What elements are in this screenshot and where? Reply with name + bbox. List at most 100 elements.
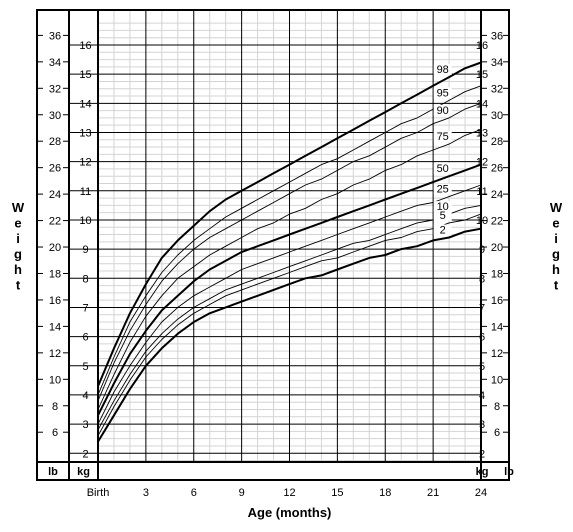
kg-tick-label: 8 [82,273,88,285]
lb-tick-label: 30 [491,110,503,122]
kg-tick-label: 4 [82,390,88,402]
kg-tick-label: 4 [479,390,485,402]
kg-tick-label: 3 [82,419,88,431]
percentile-curve-95 [97,85,482,396]
lb-unit-label: lb [48,466,58,478]
y-axis-title-right: e [552,216,559,231]
chart-frame [36,9,510,481]
kg-tick-label: 15 [476,69,488,81]
kg-tick-label: 16 [476,40,488,52]
kg-tick-label: 7 [82,302,88,314]
kg-tick-label: 10 [79,215,91,227]
lb-tick-label: 28 [49,136,61,148]
kg-tick-label: 12 [476,157,488,169]
percentile-curve-75 [97,129,482,410]
kg-tick-label: 13 [79,127,91,139]
kg-tick-label: 5 [479,361,485,373]
lb-tick-label: 36 [491,30,503,42]
kg-tick-label: 5 [82,361,88,373]
lb-tick-label: 32 [49,83,61,95]
percentile-label-bg [433,163,452,175]
kg-tick-label: 6 [82,332,88,344]
percentile-label-50: 50 [437,163,449,175]
x-tick-label: 18 [379,487,391,499]
percentile-curve-2 [97,227,482,443]
lb-tick-label: 14 [49,321,61,333]
kg-tick-label: 13 [476,127,488,139]
lb-tick-label: 16 [49,295,61,307]
kg-unit-label: kg [77,466,90,478]
y-axis-title-left: i [16,231,20,246]
x-tick-label: 24 [475,487,487,499]
lb-tick-label: 24 [491,189,503,201]
y-axis-title-right: W [550,200,563,215]
lb-tick-label: 18 [491,268,503,280]
lb-tick-label: 16 [491,295,503,307]
y-axis-title-right: i [554,231,558,246]
kg-tick-label: 8 [479,273,485,285]
percentile-label-5: 5 [440,210,446,222]
lb-tick-label: 14 [491,321,503,333]
y-axis-title-left: h [14,262,22,277]
percentile-label-bg [433,64,452,76]
y-axis-title-left: g [14,247,22,262]
percentile-curve-5 [97,213,482,437]
kg-tick-label: 10 [476,215,488,227]
kg-tick-label: 3 [479,419,485,431]
kg-tick-label: 12 [79,157,91,169]
kg-tick-label: 2 [479,448,485,460]
minor-grid [98,10,481,462]
lb-tick-label: 10 [491,374,503,386]
lb-tick-label: 12 [491,348,503,360]
x-tick-label: 9 [239,487,245,499]
percentile-label-98: 98 [437,64,449,76]
lb-tick-label: 6 [494,427,500,439]
x-tick-label: 12 [283,487,295,499]
kg-tick-label: 15 [79,69,91,81]
y-axis-title-right: h [552,262,560,277]
y-axis-title-right: t [554,278,559,293]
lb-unit-label: lb [504,466,514,478]
percentile-label-bg [433,201,452,213]
percentile-label-bg [433,209,452,221]
lb-tick-label: 12 [49,348,61,360]
kg-unit-label: kg [476,466,489,478]
kg-tick-label: 6 [479,332,485,344]
percentile-label-bg [433,131,452,143]
lb-tick-label: 28 [491,136,503,148]
percentile-label-95: 95 [437,87,449,99]
kg-tick-label: 14 [79,98,91,110]
lb-tick-label: 20 [491,242,503,254]
kg-tick-label: 9 [82,244,88,256]
x-tick-label: Birth [87,487,110,499]
lb-tick-label: 22 [49,216,61,228]
percentile-curve-25 [97,184,482,425]
lb-tick-label: 8 [494,401,500,413]
percentile-label-25: 25 [437,184,449,196]
lb-tick-label: 24 [49,189,61,201]
lb-tick-label: 26 [49,163,61,175]
lb-tick-label: 22 [491,216,503,228]
y-axis-title-left: t [16,278,21,293]
percentile-curve-50 [97,163,482,416]
percentile-label-75: 75 [437,131,449,143]
x-tick-label: 3 [143,487,149,499]
lb-tick-label: 32 [491,83,503,95]
lb-tick-label: 26 [491,163,503,175]
lb-tick-label: 18 [49,268,61,280]
kg-tick-label: 16 [79,40,91,52]
x-tick-label: 6 [191,487,197,499]
lb-tick-label: 20 [49,242,61,254]
x-tick-label: 21 [427,487,439,499]
kg-tick-label: 2 [82,448,88,460]
percentile-label-bg [433,224,452,236]
lb-tick-label: 36 [49,30,61,42]
percentile-label-bg [433,87,452,99]
percentile-label-2: 2 [440,224,446,236]
major-grid [69,10,482,462]
percentile-label-bg [433,104,452,116]
percentile-curve-90 [97,102,482,401]
x-tick-label: 15 [331,487,343,499]
percentile-label-90: 90 [437,105,449,117]
